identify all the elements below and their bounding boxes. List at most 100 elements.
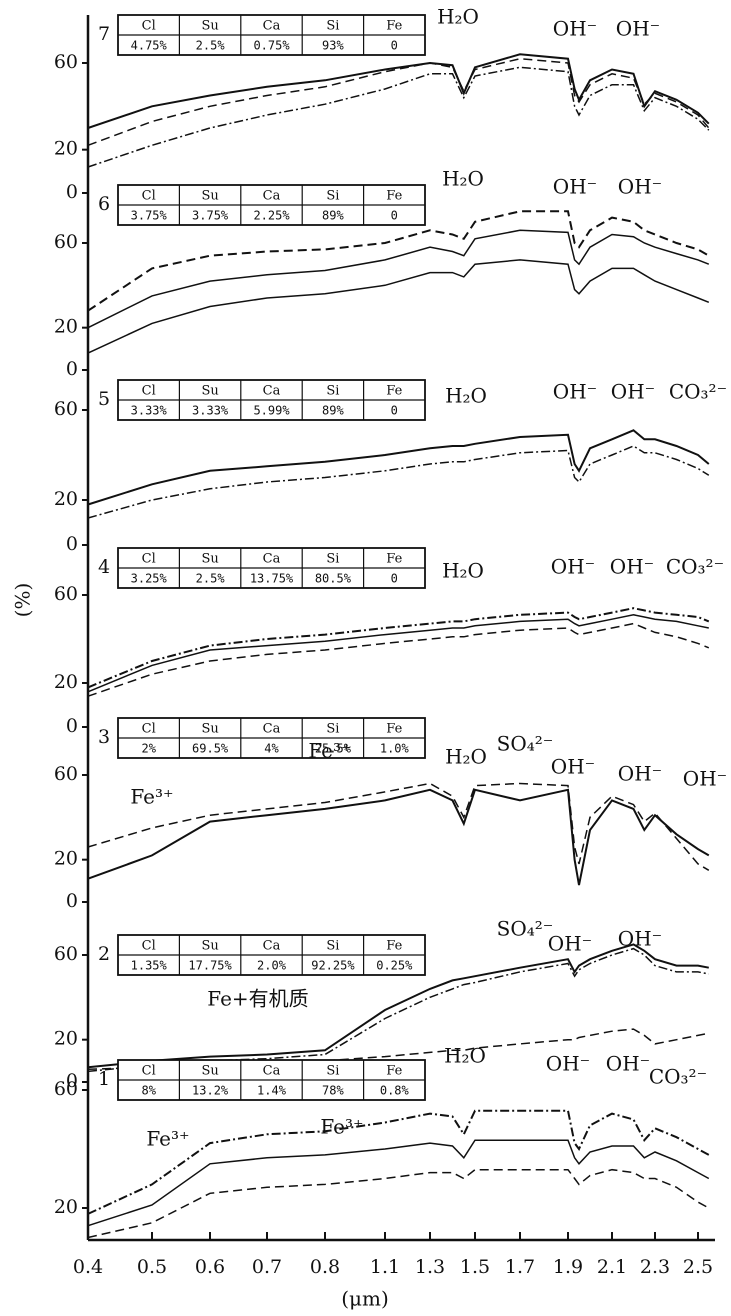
table-header: Ca — [263, 939, 281, 954]
table-header: Ca — [263, 19, 281, 34]
table-cell: 4.75% — [131, 39, 168, 53]
table-header: Fe — [386, 552, 402, 567]
table-cell: 0 — [391, 209, 398, 223]
table-header: Ca — [263, 189, 281, 204]
spectrum-line — [87, 66, 710, 168]
spectrum-line — [87, 1109, 710, 1215]
spectrum-line — [87, 622, 710, 697]
y-tick-label: 0 — [66, 890, 78, 912]
table-header: Fe — [386, 189, 402, 204]
spectrum-line — [87, 1168, 710, 1239]
band-label: OH⁻ — [553, 17, 597, 41]
y-tick-label: 20 — [54, 1196, 78, 1218]
band-label: OH⁻ — [553, 380, 597, 404]
y-tick-label: 60 — [54, 51, 78, 73]
y-tick-label: 20 — [54, 488, 78, 510]
table-cell: 0.75% — [253, 39, 290, 53]
spectrum-line — [87, 429, 710, 506]
table-header: Cl — [142, 189, 156, 204]
table-cell: 92.25% — [311, 959, 355, 973]
table-cell: 2.25% — [253, 209, 290, 223]
spectrum-line — [87, 943, 709, 1069]
sample-label: 1 — [98, 1068, 110, 1090]
band-label: H₂O — [445, 745, 487, 769]
band-label: SO₄²⁻ — [497, 917, 554, 941]
table-cell: 2% — [141, 742, 156, 756]
x-tick-label: 0.5 — [137, 1256, 167, 1278]
table-header: Su — [201, 722, 218, 737]
table-header: Si — [326, 19, 339, 34]
y-tick-label: 20 — [54, 671, 78, 693]
x-tick-label: 0.6 — [195, 1256, 225, 1278]
spectrum-line — [87, 53, 710, 129]
table-cell: 2.5% — [196, 39, 226, 53]
table-cell: 80.5% — [315, 572, 352, 586]
band-label: OH⁻ — [553, 175, 597, 199]
table-header: Cl — [142, 939, 156, 954]
band-label: OH⁻ — [611, 380, 655, 404]
table-header: Su — [201, 19, 218, 34]
spectrum-line — [87, 947, 709, 1073]
band-label: OH⁻ — [616, 17, 660, 41]
table-header: Cl — [142, 19, 156, 34]
x-axis-label: (μm) — [341, 1287, 389, 1311]
spectrum-line — [87, 445, 710, 519]
y-tick-label: 20 — [54, 138, 78, 160]
table-cell: 89% — [322, 404, 344, 418]
spectrum-line — [87, 210, 710, 312]
y-tick-label: 0 — [66, 181, 78, 203]
table-header: Si — [326, 384, 339, 399]
x-tick-label: 2.1 — [597, 1256, 627, 1278]
table-header: Su — [201, 189, 218, 204]
table-cell: 17.75% — [188, 959, 232, 973]
table-cell: 2.5% — [196, 572, 226, 586]
spectrum-line — [87, 782, 710, 871]
table-header: Si — [326, 722, 339, 737]
table-header: Su — [201, 552, 218, 567]
table-cell: 93% — [322, 39, 344, 53]
y-tick-label: 20 — [54, 316, 78, 338]
band-label: OH⁻ — [546, 1052, 590, 1076]
table-cell: 1.35% — [131, 959, 168, 973]
x-tick-label: 0.7 — [252, 1256, 282, 1278]
table-cell: 1.4% — [257, 1084, 287, 1098]
table-header: Si — [326, 552, 339, 567]
table-header: Fe — [386, 939, 402, 954]
table-cell: 1.0% — [380, 742, 410, 756]
band-label: SO₄²⁻ — [497, 732, 554, 756]
spectrum-line — [87, 1139, 710, 1227]
y-tick-label: 20 — [54, 1028, 78, 1050]
table-cell: 8% — [141, 1084, 156, 1098]
table-header: Su — [201, 939, 218, 954]
band-label: OH⁻ — [606, 1052, 650, 1076]
table-cell: 25.5% — [315, 742, 352, 756]
table-cell: 3.75% — [131, 209, 168, 223]
table-cell: 3.33% — [131, 404, 168, 418]
band-label: Fe³⁺ — [130, 785, 173, 809]
y-tick-label: 60 — [54, 398, 78, 420]
x-tick-label: 0.4 — [73, 1256, 103, 1278]
table-cell: 89% — [322, 209, 344, 223]
band-label: OH⁻ — [548, 932, 592, 956]
band-label: CO₃²⁻ — [669, 380, 727, 404]
sample-label: 6 — [98, 193, 110, 215]
table-header: Ca — [263, 722, 281, 737]
table-cell: 3.25% — [131, 572, 168, 586]
table-header: Fe — [386, 19, 402, 34]
table-cell: 5.99% — [253, 404, 290, 418]
y-axis-label: (%) — [11, 583, 35, 618]
band-label: Fe³⁺ — [146, 1127, 189, 1151]
spectrum-line — [87, 229, 710, 329]
band-label: Fe+有机质 — [207, 987, 308, 1011]
y-tick-label: 20 — [54, 848, 78, 870]
table-header: Su — [201, 1064, 218, 1079]
table-header: Si — [326, 189, 339, 204]
table-header: Si — [326, 1064, 339, 1079]
y-tick-label: 60 — [54, 943, 78, 965]
band-label: H₂O — [444, 1044, 486, 1068]
table-header: Fe — [386, 722, 402, 737]
spectrum-line — [87, 259, 710, 354]
table-header: Ca — [263, 384, 281, 399]
band-label: OH⁻ — [551, 555, 595, 579]
